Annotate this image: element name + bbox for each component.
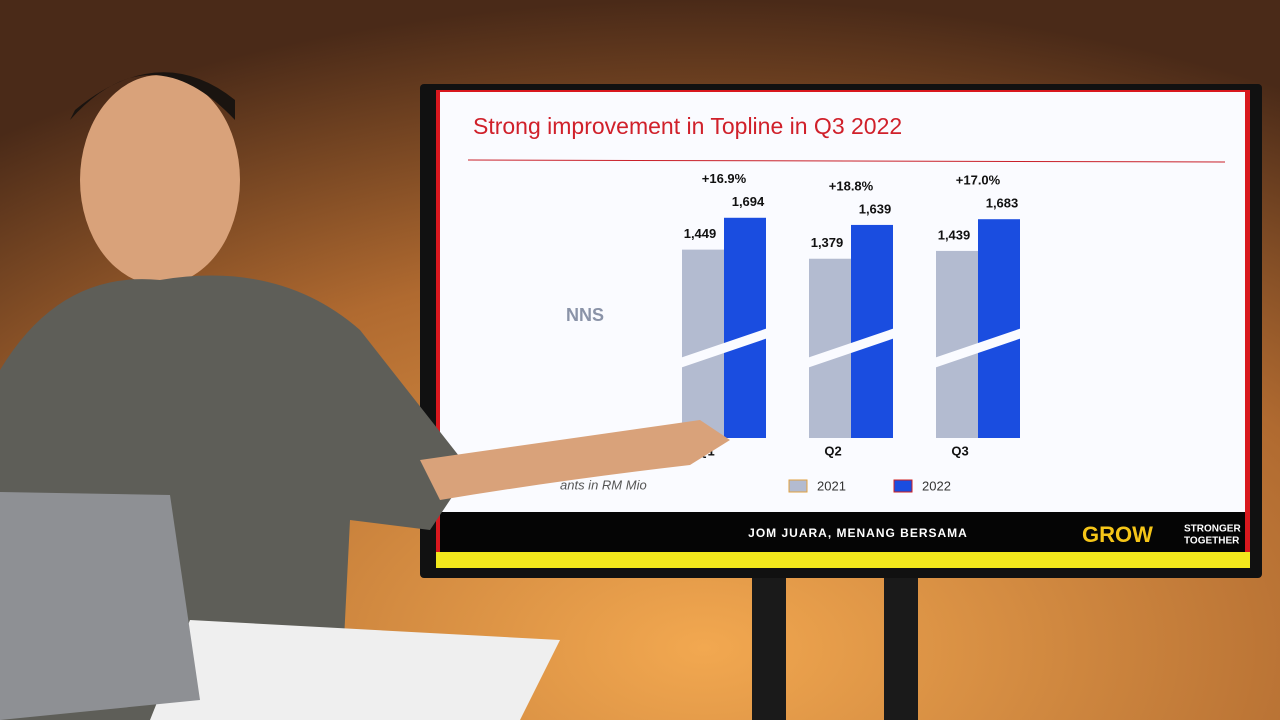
laptop xyxy=(0,492,200,720)
bar xyxy=(724,217,766,438)
value-label: 1,639 xyxy=(859,201,892,216)
legend-swatch xyxy=(788,479,808,493)
legend-label: 2022 xyxy=(922,478,951,493)
x-tick-label: Q3 xyxy=(951,443,968,458)
slide-title: Strong improvement in Topline in Q3 2022 xyxy=(473,113,902,139)
person-arm xyxy=(420,420,730,500)
value-label: 1,379 xyxy=(811,235,844,250)
desk xyxy=(150,620,560,720)
legend-label: 2021 xyxy=(817,478,846,493)
axis-break xyxy=(807,328,895,368)
chart: 1,4491,694+16.9%Q11,3791,639+18.8%Q21,43… xyxy=(680,171,1022,493)
growth-label: +18.8% xyxy=(829,178,874,193)
stand-leg xyxy=(884,575,918,720)
person-head xyxy=(80,75,240,285)
x-tick-label: Q2 xyxy=(824,443,841,458)
growth-label: +17.0% xyxy=(956,173,1001,188)
note: ants in RM Mio xyxy=(560,477,647,492)
footer-bar xyxy=(440,512,1245,552)
title-rule xyxy=(467,159,1226,163)
bar xyxy=(936,250,978,438)
value-label: 1,439 xyxy=(938,227,971,242)
footer-text: JOM JUARA, MENANG BERSAMA xyxy=(748,526,968,540)
bar xyxy=(682,249,724,438)
person-hair xyxy=(70,72,235,120)
value-label: 1,694 xyxy=(732,194,765,209)
logo-text: GROW xyxy=(1082,522,1153,547)
value-label: 1,449 xyxy=(684,226,717,241)
legend-swatch xyxy=(893,479,913,493)
axis-break xyxy=(934,328,1022,368)
logo-text: TOGETHER xyxy=(1184,536,1240,547)
row-label: NNS xyxy=(566,305,604,325)
axis-break xyxy=(680,328,768,368)
stand-leg xyxy=(752,575,786,720)
logo-text: STRONGER xyxy=(1184,524,1241,535)
bar xyxy=(978,219,1020,438)
value-label: 1,683 xyxy=(986,196,1019,211)
growth-label: +16.9% xyxy=(702,171,747,186)
footer-strip xyxy=(436,552,1250,568)
